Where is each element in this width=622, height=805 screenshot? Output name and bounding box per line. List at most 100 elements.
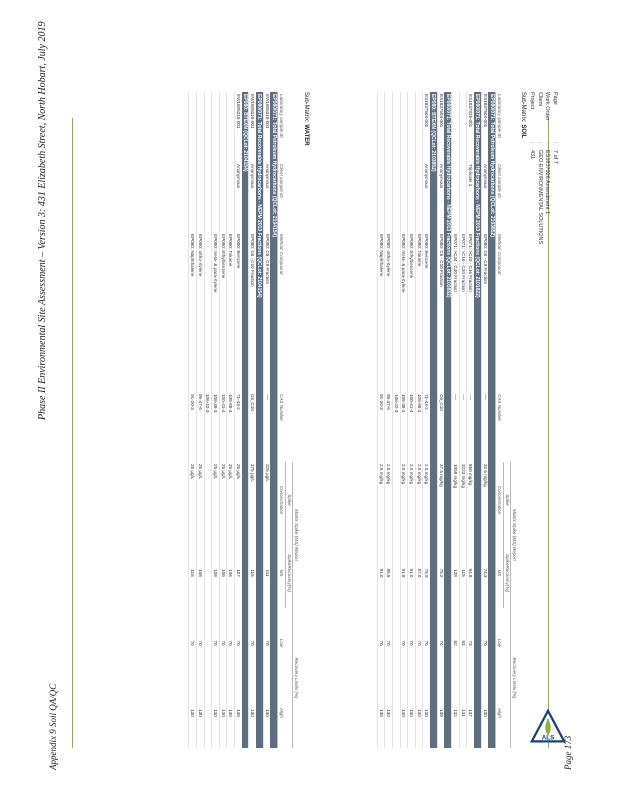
table-cell: 130: [226, 678, 235, 749]
table-cell: 71-43-2: [234, 392, 242, 462]
table-row: 106-42-3: [204, 92, 212, 749]
table-cell: 118: [188, 538, 197, 609]
table-row: EP080: meta- & para-Xylene 108-38-3 25 µg/…: [211, 92, 220, 749]
table-cell: 74.3: [481, 538, 489, 609]
meta-value: ES1837926 Amendment 1: [544, 150, 551, 215]
table-row: EP080: Ethylbenzene 100-41-4 2.5 mg/kg 91.0…: [407, 92, 416, 749]
qc-group-title: EP080/071: Total Recoverable Hydrocarbon…: [444, 92, 452, 749]
table-cell: [392, 92, 401, 162]
table-cell: EP080: Naphthalene: [188, 232, 197, 392]
table-cell: 53: [459, 608, 467, 679]
table-cell: 130: [481, 678, 489, 749]
table-row: EP071: >C16 - C34 Fraction ---- 3223 mg/kg…: [459, 92, 467, 749]
column-header: Method: Compound: [277, 232, 286, 392]
ms-report-heading: Matrix Spike (MS) Report: [292, 462, 300, 609]
table-cell: Anonymous: [248, 162, 257, 232]
table-cell: ES1837504-001: [437, 92, 445, 162]
table-cell: 25 µg/L: [234, 462, 242, 538]
table-cell: [451, 92, 460, 162]
table-header-group: Matrix Spike (MS) Report Recovery Limits …: [292, 92, 300, 749]
table-cell: [211, 92, 220, 162]
table-cell: EP080: ortho-Xylene: [196, 232, 205, 392]
table-cell: EP080: ortho-Xylene: [385, 232, 393, 392]
table-row: EP071: >C34 - C40 Fraction ---- 1058 mg/kg…: [451, 92, 460, 749]
table-cell: 95-47-6: [196, 392, 205, 462]
table-cell: 91.0: [407, 538, 416, 609]
table-cell: 3223 mg/kg: [459, 462, 467, 538]
qc-group-row: EP080: BTEXN (QCLot: 2103852): [430, 92, 438, 749]
table-cell: 116: [248, 538, 257, 609]
column-header: CAS Number: [495, 392, 504, 462]
table-cell: 325 µg/L: [263, 462, 271, 538]
table-cell: [400, 92, 408, 162]
table-cell: 115: [459, 538, 467, 609]
table-cell: 107: [234, 538, 242, 609]
table-cell: [204, 538, 212, 609]
table-cell: 375 µg/L: [248, 462, 257, 538]
spike-heading: Spike: [503, 462, 511, 538]
table-cell: 70: [400, 608, 408, 679]
spike-heading: Spike: [285, 462, 293, 538]
table-cell: 2.5 mg/kg: [415, 462, 423, 538]
table-cell: [211, 162, 220, 232]
recovery-limits-heading: Recovery Limits (%): [510, 608, 518, 749]
qc-group-title: EP080: BTEXN (QCLot: 2104154): [241, 92, 249, 749]
table-cell: EP080: Toluene: [226, 232, 235, 392]
qc-group-title: EP080: BTEXN (QCLot: 2103852): [430, 92, 438, 749]
meta-value: 431: [529, 150, 536, 160]
table-cell: 94.8: [466, 538, 475, 609]
table-cell: 78.2: [437, 538, 445, 609]
table-cell: [451, 162, 460, 232]
table-row: EP080: Toluene 108-88-3 2.5 mg/kg 87.0 70 130: [415, 92, 423, 749]
meta-row: Page: 7 of 7: [551, 92, 558, 244]
table-cell: 2.5 mg/kg: [385, 462, 393, 538]
table-cell: 73: [466, 608, 475, 679]
table-header: Laboratory sample ID Client sample ID Meth…: [277, 92, 286, 749]
meta-key: Client: [537, 92, 543, 107]
table-row: ES1837504-001 Anonymous EP080: C6 - C9 Fra…: [481, 92, 489, 749]
table-cell: [392, 608, 401, 679]
table-cell: 132: [451, 678, 460, 749]
table-cell: [377, 92, 385, 162]
column-header: Client sample ID: [495, 162, 504, 232]
table-cell: 128: [451, 538, 460, 609]
table-cell: 111: [263, 538, 271, 609]
table-cell: 25 µg/L: [219, 462, 227, 538]
table-cell: 130: [400, 678, 408, 749]
table-cell: [188, 92, 197, 162]
table-cell: EP071: >C10 - C16 Fraction: [466, 232, 475, 392]
table-header-group: Matrix Spike (MS) Report Recovery Limits …: [510, 92, 518, 749]
table-cell: EP080: meta- & para-Xylene: [400, 232, 408, 392]
table-cell: [392, 538, 401, 609]
table-row: ES1837504-001 Anonymous EP080: Benzene 71-4…: [422, 92, 431, 749]
table-cell: [407, 92, 416, 162]
table-cell: 25 µg/L: [188, 462, 197, 538]
table-cell: [377, 162, 385, 232]
table-cell: 130: [385, 678, 393, 749]
table-cell: EP080: Benzene: [234, 232, 242, 392]
table-cell: ES1837504-001: [422, 92, 431, 162]
table-cell: [392, 162, 401, 232]
table-cell: 91-20-3: [377, 392, 385, 462]
table-cell: ----: [466, 392, 475, 462]
table-cell: EP080: C6 - C10 Fraction: [248, 232, 257, 392]
table-cell: [204, 92, 212, 162]
table-cell: EP071: >C34 - C40 Fraction: [451, 232, 460, 392]
table-cell: [204, 608, 212, 679]
table-cell: 130: [196, 678, 205, 749]
table-cell: ES1837504-001: [481, 92, 489, 162]
table-cell: Anonymous: [437, 162, 445, 232]
table-cell: 137: [466, 678, 475, 749]
column-header: Low: [277, 608, 286, 679]
table-cell: 100-41-4: [219, 392, 227, 462]
meta-row: Client: GEO-ENVIRONMENTAL SOLUTIONS: [536, 92, 543, 244]
table-cell: 91-20-3: [188, 392, 197, 462]
table-cell: 106: [226, 538, 235, 609]
table-cell: Anonymous: [422, 162, 431, 232]
table-cell: 130: [263, 678, 271, 749]
qc-group-row: EP080/071: Total Petroleum Hydrocarbons …: [270, 92, 278, 749]
appendix-label: Appendix 9 Soil QA/QC: [48, 683, 58, 770]
column-header: MS: [495, 538, 504, 609]
table-cell: 70: [415, 608, 423, 679]
table-cell: Triplicate 1: [466, 162, 475, 232]
